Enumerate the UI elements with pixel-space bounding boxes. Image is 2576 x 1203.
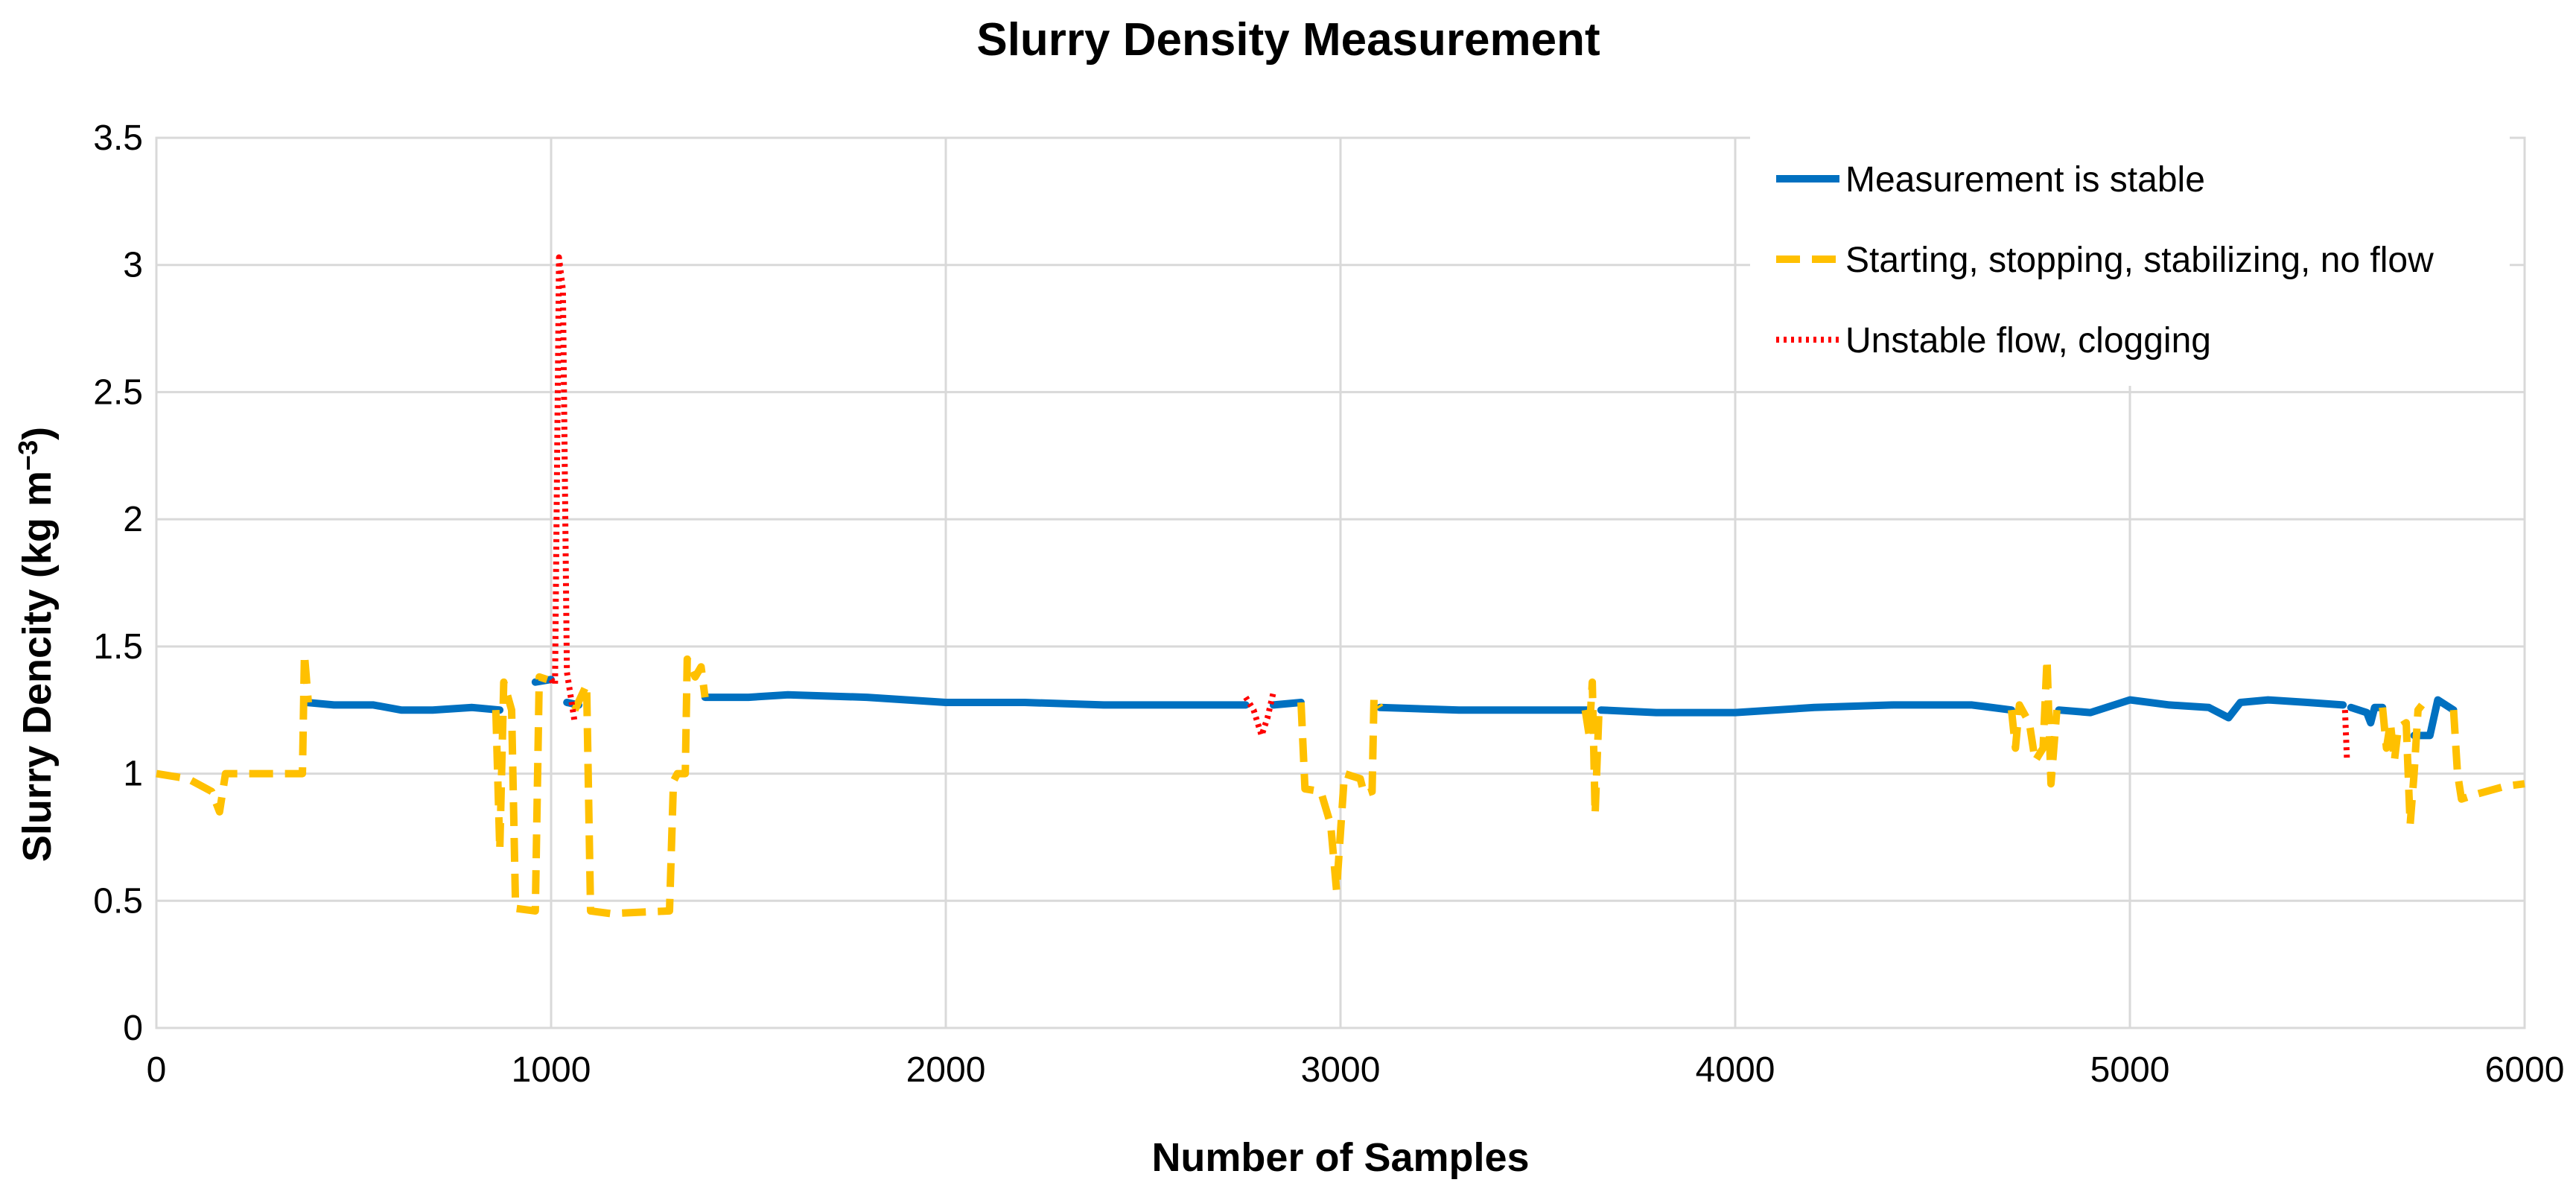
series-stable-line [2055, 696, 2347, 722]
x-tick-label: 2000 [906, 1050, 986, 1090]
series-starting-line [2008, 655, 2061, 788]
x-axis-title: Number of Samples [1151, 1135, 1529, 1180]
y-tick-label: 2 [123, 500, 143, 539]
y-tick-label: 3.5 [93, 118, 143, 158]
y-axis-title-main: Slurry Dencity (kg m [15, 471, 60, 862]
y-axis-title-superscript: −3 [13, 440, 43, 471]
legend-label-unstable: Unstable flow, clogging [1845, 321, 2211, 361]
x-tick-label: 5000 [2090, 1050, 2170, 1090]
series-starting-line [1581, 678, 1603, 819]
series-dotted [548, 254, 2350, 761]
tick-labels: 0 0.5 1 1.5 2 2.5 3 3.5 0 1000 2000 3000 4000 5000 600… [93, 118, 2564, 1090]
x-tick-label: 6000 [2485, 1050, 2565, 1090]
series-unstable-line [2341, 710, 2350, 761]
series-starting-line [492, 673, 549, 915]
series-stable-line [2347, 703, 2387, 727]
series-starting-line [2449, 709, 2525, 803]
series-stable-line [1376, 703, 1593, 714]
y-axis-title-close: ) [15, 427, 60, 440]
plot-area-frame [155, 136, 2526, 1029]
y-tick-label: 1.5 [93, 627, 143, 667]
y-tick-label: 1 [123, 755, 143, 794]
legend: Measurement is stable Starting, stopping… [1750, 133, 2510, 386]
series-unstable-line [1243, 691, 1276, 739]
series-stable-line [2410, 696, 2458, 740]
y-axis-title: Slurry Dencity (kg m−3) [13, 427, 60, 862]
x-tick-label: 4000 [1696, 1050, 1775, 1090]
legend-label-starting: Starting, stopping, stabilizing, no flow [1845, 241, 2434, 280]
x-tick-label: 3000 [1301, 1050, 1381, 1090]
y-tick-label: 2.5 [93, 372, 143, 412]
series-solid [302, 676, 2458, 740]
series-stable-line [1597, 701, 2015, 717]
series-unstable-line [548, 254, 578, 723]
y-tick-label: 0 [123, 1009, 143, 1048]
legend-label-stable: Measurement is stable [1845, 160, 2205, 200]
x-tick-label: 0 [147, 1050, 167, 1090]
series-starting-line [571, 655, 709, 918]
legend-background [1750, 133, 2510, 386]
chart-title: Slurry Density Measurement [976, 14, 1600, 66]
series-stable-line [1269, 699, 1305, 709]
y-tick-label: 3 [123, 246, 143, 285]
series-group [156, 254, 2525, 918]
series-starting-line [156, 650, 312, 816]
series-starting-line [2379, 702, 2426, 828]
x-tick-label: 1000 [512, 1050, 591, 1090]
y-tick-label: 0.5 [93, 881, 143, 921]
series-stable-line [701, 691, 1250, 709]
series-stable-line [302, 699, 504, 714]
series-dashed [156, 650, 2525, 918]
